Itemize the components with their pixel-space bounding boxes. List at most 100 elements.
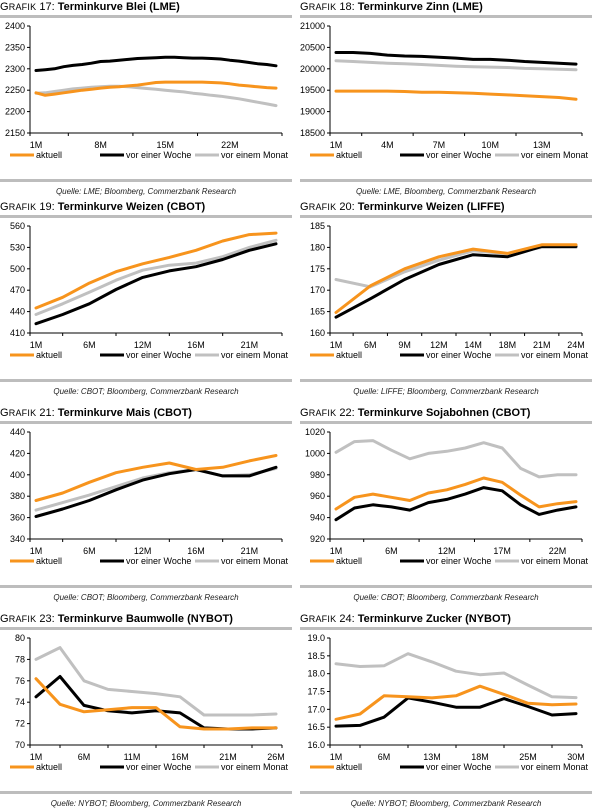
line-chart: 410 440 470 500 530 560 1M 6M 12M 16M 21M aktuell vo… [10,221,289,360]
chart-number: 17: [39,1,55,13]
chart-panel-g18: GRAFIK 18: Terminkurve Zinn (LME) 18500 19… [300,0,592,196]
x-tick-label: 6M [378,752,391,762]
line-chart: 920 940 960 980 1000 1020 1M 6M 12M 17M 22M aktuell… [305,427,589,566]
y-tick-label: 20500 [300,42,325,52]
x-tick-label: 18M [471,752,489,762]
legend-vor-einem-monat-label: vor einem Monat [521,350,589,360]
legend-divider [0,791,292,794]
chart-number: 24: [339,613,355,625]
legend-vor-einer-woche-label: vor einer Woche [426,150,491,160]
series-vor-einer-woche-line [34,55,278,72]
y-tick-label: 72 [15,719,25,729]
line-chart: 16.0 16.5 17.0 17.5 18.0 18.5 19.0 1M 6M 13M 18M 25… [307,633,588,772]
series-vor-einem-monat-line [34,238,278,316]
series-aktuell-line [334,243,578,314]
chart-source: Quelle: NYBOT; Bloomberg, Commerzbank Re… [350,799,542,808]
chart-label-prefix: GRAFIK [300,201,337,213]
chart-title-text: Terminkurve Sojabohnen (CBOT) [357,407,531,419]
chart-title: GRAFIK 22: Terminkurve Sojabohnen (CBOT) [300,406,592,420]
y-tick-label: 80 [15,633,25,643]
title-divider [0,215,292,218]
chart-number: 18: [339,1,355,13]
chart-source: Quelle: CBOT; Bloomberg, Commerzbank Res… [53,387,239,396]
y-tick-label: 2150 [5,128,25,138]
chart-source: Quelle: CBOT; Bloomberg, Commerzbank Res… [353,593,539,602]
legend-vor-einem-monat-label: vor einem Monat [221,762,289,772]
series-aktuell-line [34,454,278,502]
legend-divider [300,379,592,382]
y-tick-label: 960 [310,491,325,501]
y-tick-label: 2250 [5,85,25,95]
y-tick-label: 360 [10,513,25,523]
x-tick-label: 1M [30,752,43,762]
title-divider [300,421,592,424]
x-tick-label: 30M [567,752,585,762]
series-vor-einer-woche-line [334,696,578,728]
legend-vor-einer-woche-label: vor einer Woche [426,350,491,360]
series-aktuell-line [334,684,578,721]
x-tick-label: 1M [30,340,43,350]
chart-number: 19: [39,201,55,213]
y-tick-label: 74 [15,697,25,707]
chart-title: GRAFIK 18: Terminkurve Zinn (LME) [300,0,592,14]
y-tick-label: 185 [310,221,325,231]
x-tick-label: 12M [134,546,152,556]
chart-title: GRAFIK 17: Terminkurve Blei (LME) [0,0,292,14]
legend-divider [0,585,292,588]
x-tick-label: 17M [493,546,511,556]
title-divider [300,627,592,630]
y-tick-label: 16.0 [307,740,325,750]
chart-source: Quelle: NYBOT; Bloomberg, Commerzbank Re… [50,799,242,808]
legend-aktuell-label: aktuell [36,556,62,566]
legend-divider [300,179,592,182]
line-chart: 160 165 170 175 180 185 1M 6M 9M 12M 14M 18M 21M 24M a… [310,221,589,360]
chart-label-prefix: GRAFIK [0,407,37,419]
line-chart: 18500 19000 19500 20000 20500 21000 1M 4M 7M 10M 1… [300,21,589,160]
title-divider [0,421,292,424]
series-vor-einer-woche-line [34,465,278,518]
y-tick-label: 18500 [300,128,325,138]
y-tick-label: 175 [310,264,325,274]
chart-label-prefix: GRAFIK [300,613,337,625]
chart-number: 20: [339,201,355,213]
y-tick-label: 17.0 [307,704,325,714]
y-tick-label: 19000 [300,107,325,117]
chart-title: GRAFIK 24: Terminkurve Zucker (NYBOT) [300,612,592,626]
chart-source: Quelle: LME; Bloomberg, Commerzbank Rese… [55,187,237,196]
y-tick-label: 400 [10,470,25,480]
legend-vor-einer-woche-label: vor einer Woche [426,556,491,566]
legend-vor-einem-monat-label: vor einem Monat [521,556,589,566]
y-tick-label: 920 [310,534,325,544]
y-tick-label: 440 [10,307,25,317]
chart-title: GRAFIK 20: Terminkurve Weizen (LIFFE) [300,200,592,214]
y-tick-label: 2200 [5,107,25,117]
x-tick-label: 6M [83,546,96,556]
x-tick-label: 15M [156,140,174,150]
y-tick-label: 21000 [300,21,325,31]
y-tick-label: 340 [10,534,25,544]
line-chart: 2150 2200 2250 2300 2350 2400 1M 8M 15M 22M aktuel… [5,21,289,160]
x-tick-label: 16M [171,752,189,762]
y-tick-label: 18.5 [307,651,325,661]
y-tick-label: 2400 [5,21,25,31]
series-aktuell-line [34,677,278,731]
y-tick-label: 16.5 [307,722,325,732]
chart-panel-g19: GRAFIK 19: Terminkurve Weizen (CBOT) 410 4… [0,200,292,396]
x-tick-label: 13M [533,140,551,150]
legend-vor-einer-woche-label: vor einer Woche [126,350,191,360]
series-vor-einer-woche-line [334,51,578,66]
series-aktuell-line [334,89,578,101]
x-tick-label: 24M [567,340,585,350]
legend-vor-einer-woche-label: vor einer Woche [426,762,491,772]
y-tick-label: 160 [310,328,325,338]
series-vor-einer-woche-line [34,675,278,731]
title-divider [0,627,292,630]
chart-label-prefix: GRAFIK [0,613,37,625]
chart-source: Quelle: LIFFE; Bloomberg, Commerzbank Re… [353,387,539,396]
legend-vor-einem-monat-label: vor einem Monat [221,350,289,360]
x-tick-label: 16M [187,546,205,556]
y-tick-label: 420 [10,448,25,458]
x-tick-label: 6M [83,340,96,350]
x-tick-label: 11M [124,752,141,762]
line-chart: 340 360 380 400 420 440 1M 6M 12M 16M 21M aktuell vo… [10,427,289,566]
